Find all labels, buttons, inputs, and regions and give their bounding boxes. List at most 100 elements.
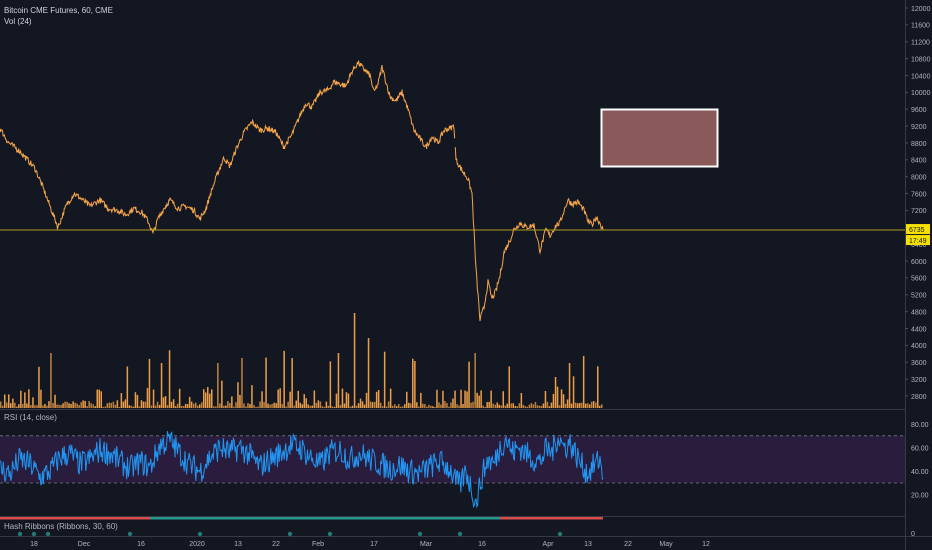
- volume-bar: [426, 406, 428, 408]
- volume-bar: [128, 405, 131, 408]
- symbol-legend[interactable]: Bitcoin CME Futures, 60, CME Vol (24): [4, 5, 113, 27]
- price-axis[interactable]: 2800 3200 3600 4000 4400 4800 5200 5600 6000 6400…: [905, 6, 931, 538]
- volume-bar: [170, 401, 173, 408]
- volume-bar: [291, 358, 293, 408]
- volume-bar: [58, 404, 60, 408]
- price-tick-label: 9200: [911, 124, 927, 131]
- volume-bar: [357, 403, 360, 408]
- volume-bar: [560, 389, 563, 408]
- volume-bar: [82, 400, 84, 408]
- volume-bar: [12, 398, 14, 408]
- volume-bar: [299, 402, 302, 408]
- volume-bar: [558, 405, 561, 408]
- price-tick-label: 8000: [911, 174, 927, 181]
- volume-bar: [379, 402, 382, 408]
- volume-bar: [172, 399, 175, 408]
- volume-bar: [0, 401, 2, 408]
- volume-bar: [400, 406, 402, 408]
- volume-bar: [466, 391, 468, 408]
- volume-bar: [277, 389, 279, 408]
- rsi-tick-label: 80.00: [911, 422, 929, 429]
- volume-bar: [273, 402, 275, 408]
- volume-bar: [217, 363, 219, 408]
- volume-bar: [472, 401, 474, 408]
- volume-bar: [436, 389, 438, 408]
- volume-bar: [72, 401, 74, 408]
- volume-bar: [251, 385, 253, 408]
- hash-tick-label: 0: [911, 531, 915, 538]
- volume-bar: [476, 392, 478, 408]
- volume-bar: [158, 404, 161, 408]
- time-tick-label: 18: [30, 541, 38, 548]
- last-price-badge-value: 6735: [909, 227, 925, 234]
- volume-bar: [182, 406, 185, 408]
- volume-bar: [343, 403, 346, 408]
- volume-bar: [494, 404, 497, 408]
- hash-ribbons-legend[interactable]: Hash Ribbons (Ribbons, 30, 60): [4, 522, 118, 531]
- volume-bar: [339, 405, 342, 408]
- volume-bar: [40, 389, 42, 408]
- volume-bar: [502, 391, 505, 408]
- volume-bar: [42, 405, 44, 408]
- price-tick-label: 8800: [911, 141, 927, 148]
- time-tick-label: 2020: [189, 541, 205, 548]
- volume-bar: [122, 401, 125, 408]
- volume-bar: [88, 401, 90, 408]
- time-axis[interactable]: 18 Dec 16 2020 13 22 Feb 17 Mar 16 Apr 13 22 May 12: [30, 541, 710, 548]
- time-tick-label: May: [659, 541, 673, 548]
- target-box[interactable]: [600, 108, 719, 168]
- volume-bar: [186, 404, 189, 408]
- volume-bar: [104, 406, 107, 408]
- volume-bar: [590, 401, 593, 408]
- volume-bar: [514, 406, 517, 408]
- volume-bar: [68, 403, 70, 408]
- hash-ribbon-dot: [417, 531, 423, 537]
- volume-bar: [207, 387, 209, 408]
- price-tick-label: 3200: [911, 377, 927, 384]
- last-price-badge-bg: [906, 224, 930, 235]
- price-tick-label: 7200: [911, 208, 927, 215]
- volume-bar: [94, 406, 97, 408]
- volume-bar: [512, 403, 515, 408]
- volume-bar: [394, 404, 396, 408]
- price-tick-label: 10000: [911, 90, 931, 97]
- target-box-rect: [600, 108, 719, 168]
- volume-bar: [160, 363, 163, 408]
- volume-bar: [432, 406, 434, 408]
- volume-bar: [34, 405, 36, 408]
- price-series: [0, 60, 604, 322]
- volume-bar: [556, 386, 559, 408]
- hash-ribbon-dot: [557, 531, 563, 537]
- volume-bar: [383, 351, 386, 408]
- volume-bar: [361, 401, 364, 408]
- volume-bar: [223, 405, 225, 408]
- rsi-pane: [0, 431, 905, 509]
- volume-bar: [221, 380, 223, 408]
- volume-bar: [428, 404, 430, 408]
- volume-bar: [508, 366, 511, 408]
- volume-bar: [303, 394, 306, 408]
- volume-bar: [456, 404, 458, 408]
- volume-bar: [164, 396, 167, 408]
- symbol-title: Bitcoin CME Futures, 60, CME: [4, 6, 113, 15]
- volume-bar: [46, 405, 48, 408]
- volume-bar: [410, 403, 412, 408]
- volume-bar: [281, 404, 283, 408]
- volume-bar: [341, 388, 344, 408]
- volume-bar: [227, 401, 229, 408]
- volume-bar: [20, 390, 22, 408]
- volume-bar: [259, 401, 261, 408]
- volume-bar: [168, 350, 171, 408]
- price-tick-label: 9600: [911, 107, 927, 114]
- price-tick-label: 5200: [911, 293, 927, 300]
- countdown-badge-value: 17:49: [909, 238, 927, 245]
- volume-bar: [530, 403, 533, 408]
- volume-bar: [536, 405, 539, 408]
- time-tick-label: 12: [702, 541, 710, 548]
- volume-bar: [10, 403, 12, 408]
- volume-bar: [98, 389, 101, 408]
- rsi-legend[interactable]: RSI (14, close): [4, 413, 57, 422]
- price-line: [0, 60, 456, 235]
